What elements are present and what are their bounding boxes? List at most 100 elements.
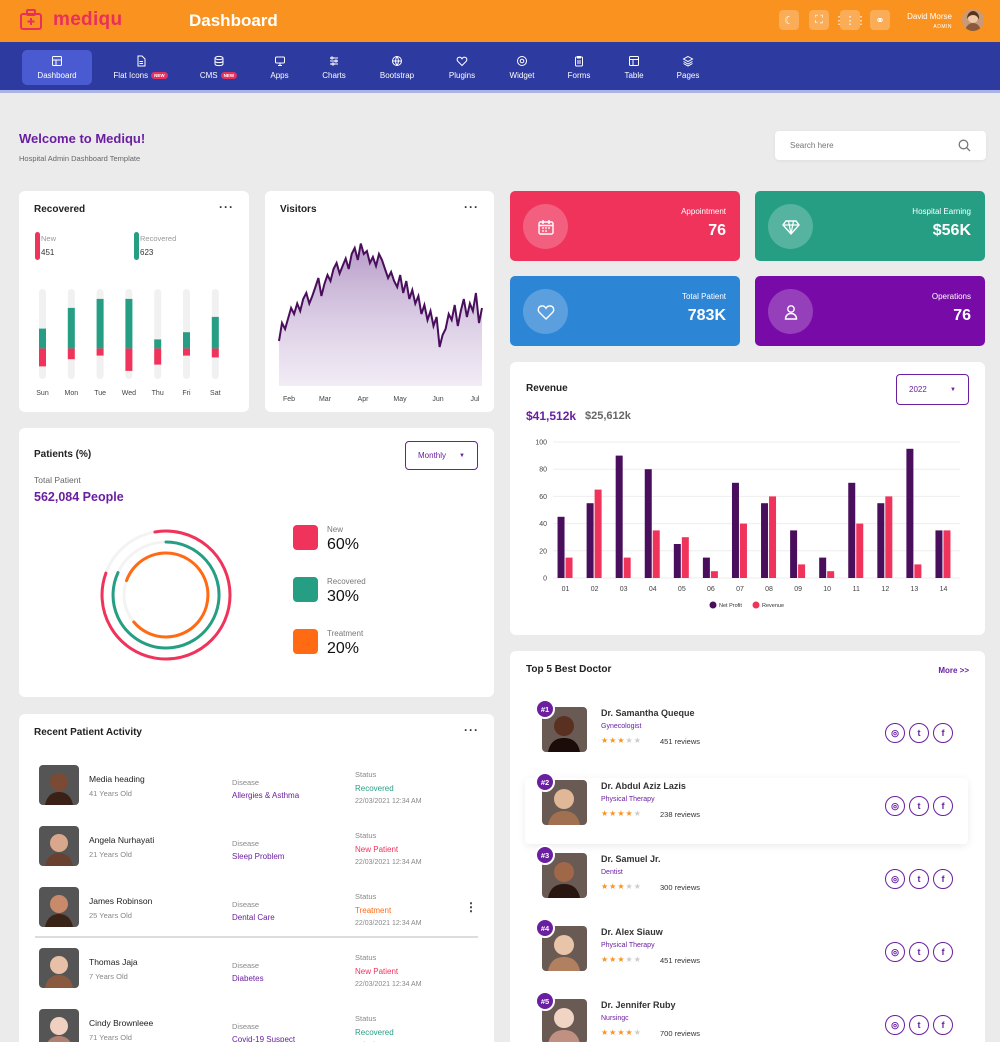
- patient-age: 71 Years Old: [89, 1033, 132, 1042]
- patient-age: 21 Years Old: [89, 850, 132, 859]
- instagram-icon[interactable]: ◎: [885, 1015, 905, 1035]
- legend-dot-revenue: [752, 601, 760, 609]
- table-row[interactable]: Cindy Brownleee 71 Years Old Disease Covid-…: [19, 1009, 494, 1042]
- stat-card-operations[interactable]: Operations 76: [755, 276, 985, 346]
- stat-card-total-patient[interactable]: Total Patient 783K: [510, 276, 740, 346]
- more-options-icon[interactable]: ···: [464, 723, 479, 737]
- legend-label-new: New: [41, 234, 57, 243]
- instagram-icon[interactable]: ◎: [885, 869, 905, 889]
- patient-name[interactable]: Thomas Jaja: [89, 957, 138, 967]
- user-avatar[interactable]: [962, 9, 984, 31]
- period-dropdown[interactable]: Monthly ▼: [405, 441, 478, 470]
- legend-value: 20%: [327, 640, 360, 657]
- more-options-icon[interactable]: ···: [219, 200, 234, 214]
- star-icon: ★: [601, 809, 610, 818]
- card-title: Visitors: [280, 204, 317, 215]
- rank-badge: #5: [535, 991, 555, 1011]
- instagram-icon[interactable]: ◎: [885, 942, 905, 962]
- widget-icon: [517, 56, 527, 66]
- facebook-icon[interactable]: f: [933, 869, 953, 889]
- recent-activity-card: Recent Patient Activity ··· Media headin…: [19, 714, 494, 1042]
- stat-card-appointment[interactable]: Appointment 76: [510, 191, 740, 261]
- nav-item-label-wrap: CMS NEW: [200, 71, 238, 80]
- row-divider: [35, 936, 478, 938]
- patient-name[interactable]: James Robinson: [89, 896, 153, 906]
- table-row[interactable]: Media heading 41 Years Old Disease Allergie…: [19, 765, 494, 825]
- twitter-icon[interactable]: t: [909, 942, 929, 962]
- patient-name[interactable]: Angela Nurhayati: [89, 835, 155, 845]
- x-tick-label: Jul: [471, 396, 480, 403]
- instagram-icon[interactable]: ◎: [885, 723, 905, 743]
- bar-revenue: [769, 496, 777, 578]
- stat-card-hospital-earning[interactable]: Hospital Earning $56K: [755, 191, 985, 261]
- link-button[interactable]: ⚭: [870, 10, 890, 30]
- instagram-icon[interactable]: ◎: [885, 796, 905, 816]
- nav-item-forms[interactable]: Forms: [560, 50, 598, 85]
- facebook-icon[interactable]: f: [933, 1015, 953, 1035]
- twitter-icon[interactable]: t: [909, 723, 929, 743]
- brand-name: mediqu: [53, 9, 123, 30]
- star-icon: ★: [617, 809, 626, 818]
- doctor-row[interactable]: #3 Dr. Samuel Jr. Dentist ★★★★★ 300 reviews ◎…: [525, 845, 968, 917]
- nav-item-flat-icons[interactable]: Flat Icons NEW: [103, 50, 178, 85]
- link-icon: ⚭: [875, 14, 885, 27]
- y-tick-label: 0: [543, 576, 547, 583]
- heart-icon: [537, 304, 554, 320]
- year-dropdown[interactable]: 2022 ▼: [896, 374, 969, 405]
- nav-item-widget[interactable]: Widget: [500, 50, 544, 85]
- nav-item-pages[interactable]: Pages: [668, 50, 708, 85]
- doctor-row[interactable]: #1 Dr. Samantha Queque Gynecologist ★★★★★ 45…: [525, 699, 968, 771]
- doctor-row[interactable]: #2 Dr. Abdul Aziz Lazis Physical Therapy ★★…: [525, 772, 968, 844]
- twitter-icon[interactable]: t: [909, 796, 929, 816]
- facebook-icon[interactable]: f: [933, 723, 953, 743]
- nav-item-bootstrap[interactable]: Bootstrap: [371, 50, 423, 85]
- table-row[interactable]: Angela Nurhayati 21 Years Old Disease Sleep…: [19, 826, 494, 886]
- doctor-name[interactable]: Dr. Samuel Jr.: [601, 854, 661, 864]
- user-name[interactable]: David Morse: [907, 12, 952, 21]
- nav-item-apps[interactable]: Apps: [262, 50, 297, 85]
- bar-new: [183, 348, 190, 356]
- doctor-name[interactable]: Dr. Jennifer Ruby: [601, 1000, 676, 1010]
- doctor-name[interactable]: Dr. Abdul Aziz Lazis: [601, 781, 686, 791]
- total-patient-label: Total Patient: [34, 475, 81, 485]
- patient-name[interactable]: Cindy Brownleee: [89, 1018, 154, 1028]
- facebook-icon[interactable]: f: [933, 796, 953, 816]
- patient-avatar: [39, 1009, 79, 1042]
- dark-mode-button[interactable]: ☾: [779, 10, 799, 30]
- nav-item-dashboard[interactable]: Dashboard: [22, 50, 92, 85]
- doctor-name[interactable]: Dr. Samantha Queque: [601, 708, 695, 718]
- row-menu-icon[interactable]: ⋮: [465, 900, 477, 914]
- doctor-row[interactable]: #4 Dr. Alex Siauw Physical Therapy ★★★★★ 451…: [525, 918, 968, 990]
- doctor-name[interactable]: Dr. Alex Siauw: [601, 927, 663, 937]
- more-options-icon[interactable]: ···: [464, 200, 479, 214]
- doctor-row[interactable]: #5 Dr. Jennifer Ruby Nursingc ★★★★★ 700 revi…: [525, 991, 968, 1042]
- nav-item-table[interactable]: Table: [614, 50, 654, 85]
- nav-item-plugins[interactable]: Plugins: [440, 50, 484, 85]
- fullscreen-button[interactable]: ⛶: [809, 10, 829, 30]
- rank-badge: #2: [535, 772, 555, 792]
- search-input[interactable]: [790, 141, 958, 150]
- patient-name[interactable]: Media heading: [89, 774, 145, 784]
- doctor-specialty: Nursingc: [601, 1015, 629, 1022]
- nav-item-charts[interactable]: Charts: [313, 50, 355, 85]
- patient-age: 7 Years Old: [89, 972, 128, 981]
- facebook-icon[interactable]: f: [933, 942, 953, 962]
- nav-item-cms[interactable]: CMS NEW: [191, 50, 246, 85]
- revenue-primary: $41,512k: [526, 409, 577, 423]
- twitter-icon[interactable]: t: [909, 1015, 929, 1035]
- more-link[interactable]: More >>: [938, 666, 969, 675]
- bar-new: [67, 348, 75, 360]
- star-icon: ★: [609, 955, 618, 964]
- bar-recovered: [183, 332, 190, 349]
- apps-button[interactable]: ⋮⋮⋮: [834, 10, 867, 30]
- y-tick-label: 20: [539, 548, 547, 555]
- disease-value: Dental Care: [232, 913, 275, 922]
- twitter-icon[interactable]: t: [909, 869, 929, 889]
- table-row[interactable]: James Robinson 25 Years Old Disease Dental …: [19, 887, 494, 947]
- star-icon: ★: [617, 1028, 626, 1037]
- bar-recovered: [125, 298, 133, 349]
- brand-logo[interactable]: mediqu: [19, 9, 122, 31]
- table-row[interactable]: Thomas Jaja 7 Years Old Disease Diabetes Sta…: [19, 948, 494, 1008]
- bar-new: [39, 348, 46, 367]
- search-icon[interactable]: [958, 139, 971, 152]
